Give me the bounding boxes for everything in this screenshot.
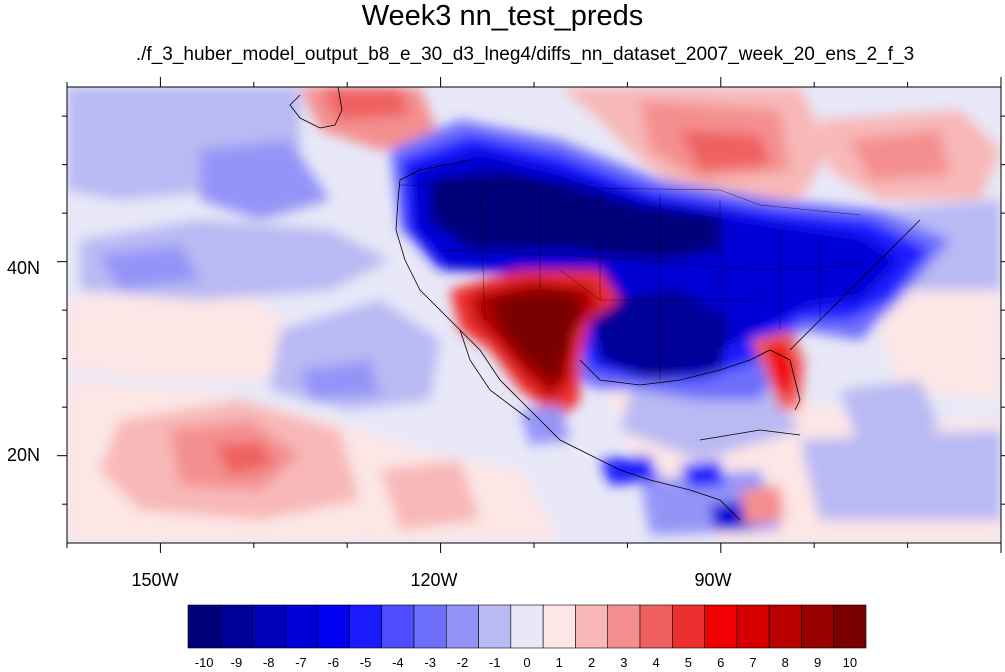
- lat-label-20n: 20N: [7, 445, 40, 465]
- colorbar-swatch: [768, 604, 802, 649]
- colorbar-swatch: [542, 604, 576, 649]
- colorbar-swatch: [478, 604, 512, 649]
- colorbar-swatch: [413, 604, 447, 649]
- colorbar-swatch: [639, 604, 673, 649]
- colorbar-label: -10: [195, 655, 214, 670]
- colorbar-swatch: [381, 604, 415, 649]
- map-title: Week3 nn_test_preds: [361, 0, 644, 32]
- axis-ticks: [57, 77, 1005, 553]
- colorbar-swatch: [833, 604, 867, 649]
- lon-label-90w: 90W: [694, 570, 731, 590]
- colorbar-label: -9: [231, 655, 243, 670]
- colorbar-label: -6: [328, 655, 340, 670]
- map-field: [67, 87, 1001, 543]
- colorbar-label: 0: [523, 655, 530, 670]
- colorbar-swatch: [349, 604, 383, 649]
- colorbar-label: 9: [814, 655, 821, 670]
- colorbar-swatch: [704, 604, 738, 649]
- colorbar: -10 -9 -8 -7 -6 -5 -4 -3 -2 -1 0 1 2 3 4 5 6 7 8 9 10: [187, 604, 867, 670]
- colorbar-label: -5: [360, 655, 372, 670]
- lat-label-40n: 40N: [7, 258, 40, 278]
- colorbar-swatch: [607, 604, 641, 649]
- colorbar-label: -8: [263, 655, 275, 670]
- colorbar-swatch: [284, 604, 318, 649]
- anomaly-field: [67, 87, 1001, 543]
- colorbar-swatch: [801, 604, 835, 649]
- colorbar-label: -3: [424, 655, 436, 670]
- colorbar-label: 6: [717, 655, 724, 670]
- colorbar-swatch: [187, 604, 221, 649]
- colorbar-swatch: [575, 604, 609, 649]
- lon-label-150w: 150W: [131, 570, 178, 590]
- colorbar-swatch: [736, 604, 770, 649]
- colorbar-label: 8: [782, 655, 789, 670]
- colorbar-swatch: [219, 604, 253, 649]
- colorbar-label: 1: [556, 655, 563, 670]
- colorbar-label: 4: [653, 655, 660, 670]
- coastlines: [289, 87, 921, 521]
- map-subtitle: ./f_3_huber_model_output_b8_e_30_d3_lneg…: [135, 44, 915, 65]
- colorbar-label: 5: [685, 655, 692, 670]
- state-borders: [399, 184, 861, 380]
- colorbar-label: 2: [588, 655, 595, 670]
- colorbar-label: -7: [295, 655, 307, 670]
- colorbar-label: 10: [843, 655, 857, 670]
- colorbar-label: -4: [392, 655, 404, 670]
- colorbar-swatch: [316, 604, 350, 649]
- colorbar-swatch: [252, 604, 286, 649]
- colorbar-label: -2: [457, 655, 469, 670]
- colorbar-swatch: [510, 604, 544, 649]
- colorbar-swatch: [671, 604, 705, 649]
- colorbar-label: -1: [489, 655, 501, 670]
- colorbar-label: 7: [749, 655, 756, 670]
- lon-label-120w: 120W: [410, 570, 457, 590]
- colorbar-swatch: [445, 604, 479, 649]
- colorbar-label: 3: [620, 655, 627, 670]
